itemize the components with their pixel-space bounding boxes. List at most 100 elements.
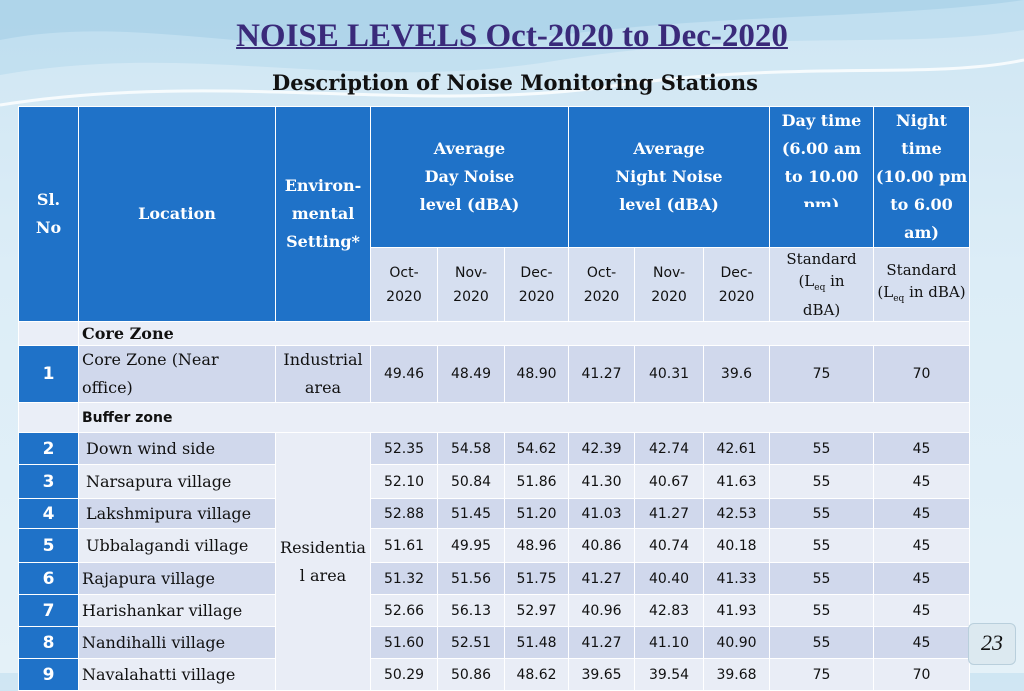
value-cell: 48.62 [503,658,570,691]
value-cell: 45 [873,432,971,465]
value-cell: 55 [769,498,875,529]
value-cell: 70 [873,345,971,403]
page-subtitle: Description of Noise Monitoring Stations [272,70,758,95]
value-cell: 48.90 [503,345,570,403]
month-header: Oct- 2020 [568,247,636,322]
value-cell: 54.58 [437,432,505,465]
value-cell: 45 [873,464,971,499]
page-title: NOISE LEVELS Oct-2020 to Dec-2020 [236,18,788,54]
value-cell: 50.29 [370,658,438,691]
location-cell: Harishankar village [78,594,276,627]
month-header: Nov- 2020 [437,247,505,322]
sl-number: 1 [18,345,79,403]
value-cell: 55 [769,464,875,499]
table-row: 5 Ubbalagandi village 51.61 49.95 48.96 40.86… [18,528,971,563]
sl-number: 9 [18,658,79,691]
sl-number: 5 [18,528,79,563]
core-zone-label: Core Zone [77,321,971,346]
setting-cell: Residentia l area [275,432,371,691]
value-cell: 56.13 [437,594,505,627]
value-cell: 40.18 [703,528,771,563]
value-cell: 41.27 [568,562,636,595]
value-cell: 42.61 [703,432,771,465]
value-cell: 50.84 [437,464,505,499]
value-cell: 42.83 [634,594,705,627]
value-cell: 42.74 [634,432,705,465]
value-cell: 55 [769,528,875,563]
value-cell: 52.10 [370,464,438,499]
table-row: 9 Navalahatti village 50.29 50.86 48.62 39.65… [18,658,971,691]
location-cell: Ubbalagandi village [78,528,276,563]
value-cell: 45 [873,626,971,659]
value-cell: 51.20 [503,498,570,529]
value-cell: 42.39 [568,432,636,465]
location-cell: Rajapura village [78,562,276,595]
location-cell: Nandihalli village [78,626,276,659]
value-cell: 70 [873,658,971,691]
value-cell: 51.45 [437,498,505,529]
value-cell: 51.61 [370,528,438,563]
value-cell: 41.27 [568,626,636,659]
header-avg-night-noise: Average Night Noise level (dBA) [568,106,771,248]
value-cell: 39.54 [634,658,705,691]
value-cell: 42.53 [703,498,771,529]
location-cell: Narsapura village [78,464,276,499]
value-cell: 52.35 [370,432,438,465]
value-cell: 52.51 [437,626,505,659]
table-row: 4 Lakshmipura village 52.88 51.45 51.20 41.03… [18,498,971,529]
value-cell: 41.30 [568,464,636,499]
value-cell: 49.95 [437,528,505,563]
month-header: Dec- 2020 [503,247,570,322]
value-cell: 40.31 [634,345,705,403]
value-cell: 39.65 [568,658,636,691]
value-cell: 45 [873,562,971,595]
value-cell: 40.40 [634,562,705,595]
sl-number: 2 [18,432,79,465]
value-cell: 49.46 [370,345,438,403]
sl-number: 6 [18,562,79,595]
value-cell: 52.88 [370,498,438,529]
table-row: 7 Harishankar village 52.66 56.13 52.97 40.96… [18,594,971,627]
table-row: 6 Rajapura village 51.32 51.56 51.75 41.27 40.… [18,562,971,595]
value-cell: 40.90 [703,626,771,659]
header-night-time: Night time (10.00 pm to 6.00 am) [873,106,971,248]
value-cell: 75 [769,658,875,691]
location-cell: Down wind side [78,432,276,465]
header-location: Location [78,106,276,322]
value-cell: 41.33 [703,562,771,595]
month-header: Dec- 2020 [703,247,771,322]
value-cell: 55 [769,432,875,465]
value-cell: 55 [769,626,875,659]
night-standard-header: Standard (Leq in dBA) [873,247,971,322]
value-cell: 45 [873,528,971,563]
location-cell: Navalahatti village [78,658,276,691]
location-cell: Lakshmipura village [78,498,276,529]
sl-number: 8 [18,626,79,659]
value-cell: 55 [769,562,875,595]
sl-number: 4 [18,498,79,529]
value-cell: 41.63 [703,464,771,499]
sl-number: 7 [18,594,79,627]
sl-number: 3 [18,464,79,499]
table-row: 8 Nandihalli village 51.60 52.51 51.48 41.27 4… [18,626,971,659]
value-cell: 52.97 [503,594,570,627]
value-cell: 51.75 [503,562,570,595]
value-cell: 51.48 [503,626,570,659]
header-day-time: Day time (6.00 am to 10.00 pm) [769,106,875,248]
buffer-zone-label: Buffer zone [77,402,971,433]
value-cell: 50.86 [437,658,505,691]
month-header: Oct- 2020 [370,247,438,322]
day-standard-header: Standard (Leq in dBA) [769,247,875,322]
value-cell: 48.96 [503,528,570,563]
value-cell: 41.10 [634,626,705,659]
value-cell: 54.62 [503,432,570,465]
value-cell: 39.68 [703,658,771,691]
value-cell: 45 [873,594,971,627]
value-cell: 40.86 [568,528,636,563]
background-wave [0,0,1024,107]
location-cell: Core Zone (Near office) [78,345,276,403]
value-cell: 45 [873,498,971,529]
value-cell: 39.6 [703,345,771,403]
value-cell: 52.66 [370,594,438,627]
month-header: Nov- 2020 [634,247,705,322]
